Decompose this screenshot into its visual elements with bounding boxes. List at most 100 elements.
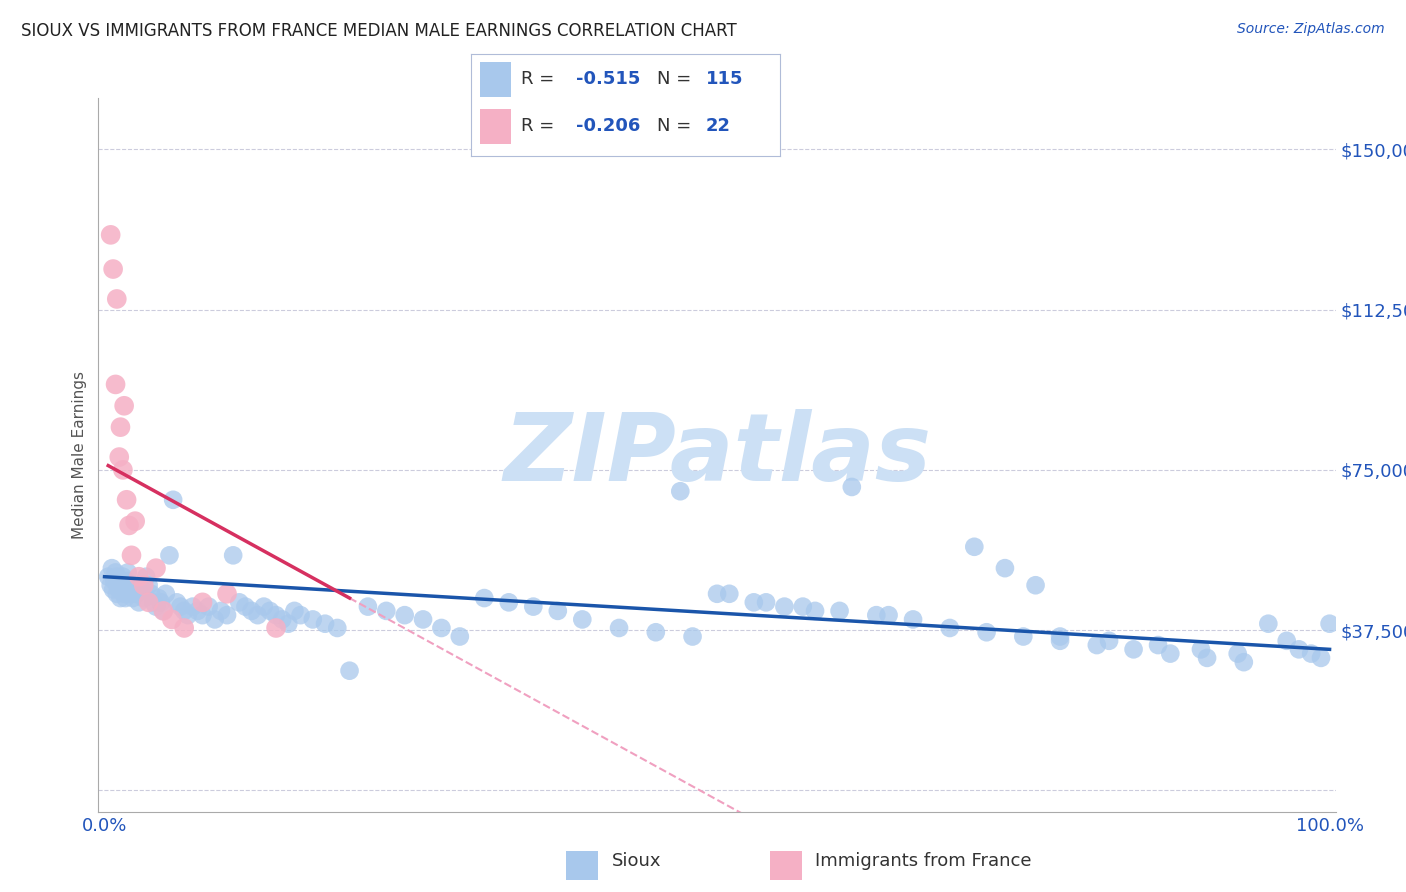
Point	[792, 599, 814, 614]
Point	[1012, 630, 1035, 644]
Point	[277, 616, 299, 631]
Text: Immigrants from France: Immigrants from France	[815, 852, 1032, 870]
Point	[1049, 633, 1071, 648]
Bar	[481, 62, 512, 96]
Point	[162, 492, 184, 507]
Point	[139, 587, 162, 601]
Point	[149, 595, 172, 609]
Point	[253, 599, 276, 614]
Text: 115: 115	[706, 70, 744, 88]
Point	[111, 570, 134, 584]
Point	[160, 612, 183, 626]
Point	[1197, 651, 1219, 665]
Point	[105, 570, 128, 584]
Point	[128, 595, 150, 609]
Point	[187, 604, 209, 618]
Point	[108, 582, 131, 597]
Point	[682, 630, 704, 644]
Text: SIOUX VS IMMIGRANTS FROM FRANCE MEDIAN MALE EARNINGS CORRELATION CHART: SIOUX VS IMMIGRANTS FROM FRANCE MEDIAN M…	[21, 22, 737, 40]
Bar	[567, 851, 598, 880]
Point	[159, 549, 181, 563]
Point	[706, 587, 728, 601]
Point	[100, 578, 122, 592]
Point	[246, 608, 269, 623]
Point	[145, 561, 167, 575]
Point	[132, 578, 155, 592]
Point	[1098, 633, 1121, 648]
Point	[135, 570, 157, 584]
Point	[105, 292, 128, 306]
Point	[145, 599, 167, 614]
Point	[97, 570, 120, 584]
Point	[118, 518, 141, 533]
Point	[271, 612, 294, 626]
Point	[326, 621, 349, 635]
Point	[115, 492, 138, 507]
Y-axis label: Median Male Earnings: Median Male Earnings	[72, 371, 87, 539]
Text: -0.515: -0.515	[576, 70, 641, 88]
Point	[264, 608, 287, 623]
Point	[877, 608, 900, 623]
Text: N =: N =	[657, 118, 696, 136]
Point	[166, 595, 188, 609]
Point	[120, 587, 142, 601]
Text: Sioux: Sioux	[612, 852, 661, 870]
Point	[1226, 647, 1249, 661]
Point	[357, 599, 380, 614]
Point	[1085, 638, 1108, 652]
Text: -0.206: -0.206	[576, 118, 641, 136]
Point	[121, 549, 143, 563]
Point	[1319, 616, 1341, 631]
Point	[994, 561, 1017, 575]
Point	[197, 599, 219, 614]
Point	[169, 599, 191, 614]
Point	[755, 595, 778, 609]
Point	[976, 625, 998, 640]
Point	[1025, 578, 1047, 592]
Point	[105, 587, 128, 601]
Point	[222, 549, 245, 563]
Point	[142, 595, 165, 609]
Point	[101, 262, 124, 277]
Point	[828, 604, 851, 618]
Point	[1147, 638, 1170, 652]
Point	[125, 587, 148, 601]
Point	[108, 450, 131, 464]
Point	[132, 591, 155, 605]
Point	[804, 604, 827, 618]
Point	[1189, 642, 1212, 657]
Point	[155, 587, 177, 601]
Point	[215, 587, 238, 601]
Point	[1122, 642, 1144, 657]
Point	[339, 664, 361, 678]
Point	[173, 621, 195, 635]
Point	[472, 591, 495, 605]
Point	[264, 621, 287, 635]
Point	[259, 604, 281, 618]
Point	[301, 612, 323, 626]
Point	[129, 582, 152, 597]
Point	[773, 599, 796, 614]
Point	[138, 578, 160, 592]
Point	[290, 608, 312, 623]
Point	[841, 480, 863, 494]
Point	[375, 604, 398, 618]
Point	[138, 595, 160, 609]
Point	[112, 399, 135, 413]
Text: ZIPatlas: ZIPatlas	[503, 409, 931, 501]
Point	[177, 608, 200, 623]
Point	[104, 377, 127, 392]
Text: R =: R =	[520, 70, 560, 88]
Point	[112, 587, 135, 601]
Point	[181, 599, 204, 614]
Point	[1049, 630, 1071, 644]
Point	[644, 625, 666, 640]
Point	[103, 574, 125, 588]
Point	[152, 604, 174, 618]
Point	[152, 604, 174, 618]
Text: N =: N =	[657, 70, 696, 88]
Point	[121, 591, 143, 605]
Point	[128, 570, 150, 584]
Point	[1159, 647, 1181, 661]
Point	[107, 578, 129, 592]
